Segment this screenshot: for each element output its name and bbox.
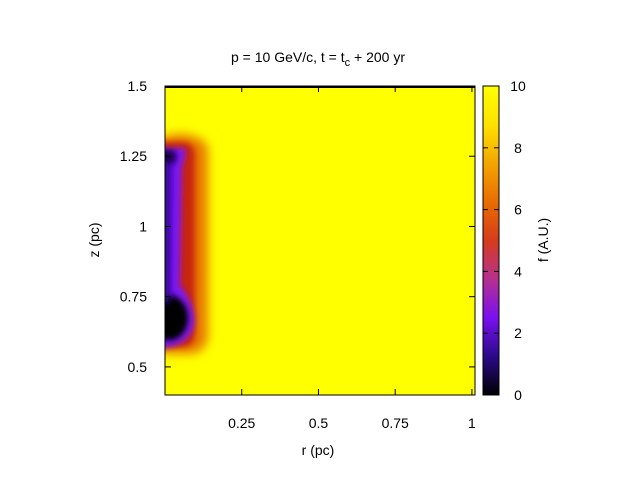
colorbar-tick-label: 2	[514, 325, 522, 341]
x-tick-label: 1	[468, 415, 476, 431]
feature-dark-top	[165, 150, 176, 164]
colorbar-tick-label: 4	[514, 263, 522, 279]
colorbar-label: f (A.U.)	[535, 218, 551, 262]
heatmap-field	[165, 86, 475, 395]
chart-title: p = 10 GeV/c, t = tc + 200 yr	[231, 49, 405, 69]
y-axis-label: z (pc)	[86, 223, 102, 258]
colorbar-tick-label: 6	[514, 202, 522, 218]
chart-title-subscript: c	[345, 57, 351, 69]
colorbar	[482, 85, 500, 396]
y-tick-label: 1	[139, 218, 147, 234]
y-axis-ticks: 0.5 0.75 1 1.25 1.5	[120, 78, 475, 375]
x-axis-ticks: 0.25 0.5 0.75 1	[228, 86, 476, 431]
x-axis-label: r (pc)	[302, 442, 335, 458]
feature-dark-strip	[165, 162, 168, 302]
chart-title-main: p = 10 GeV/c, t = t	[231, 49, 345, 65]
heatmap-background	[165, 86, 475, 395]
y-tick-label: 0.5	[128, 359, 148, 375]
y-tick-label: 0.75	[120, 289, 147, 305]
x-tick-label: 0.25	[228, 415, 255, 431]
colorbar-tick-label: 10	[510, 78, 526, 94]
top-boundary-line	[165, 86, 475, 88]
x-tick-label: 0.5	[309, 415, 329, 431]
colorbar-tick-label: 0	[514, 387, 522, 403]
x-tick-label: 0.75	[382, 415, 409, 431]
feature-violet-edge	[165, 150, 185, 342]
plot-frame	[164, 85, 476, 396]
heatmap-feature-core	[165, 150, 188, 340]
colorbar-tick-label: 8	[514, 140, 522, 156]
y-tick-label: 1.25	[120, 148, 147, 164]
colorbar-ticks: 0 2 4 6 8 10	[483, 78, 526, 403]
chart-title-tail: + 200 yr	[350, 49, 405, 65]
feature-dark-core	[165, 296, 188, 340]
y-tick-label: 1.5	[128, 78, 148, 94]
